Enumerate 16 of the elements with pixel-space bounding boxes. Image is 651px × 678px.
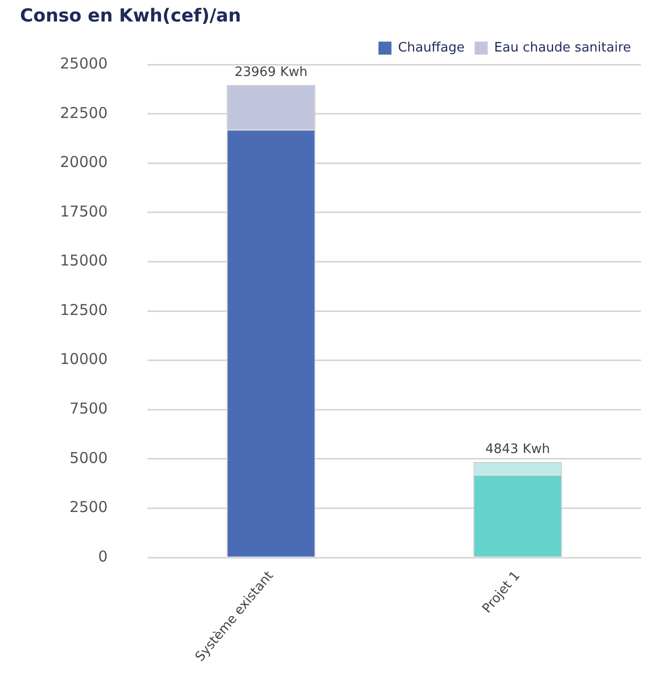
total-label: 4843 Kwh: [485, 442, 550, 457]
y-tick-label: 22500: [60, 104, 108, 122]
y-tick-label: 17500: [60, 202, 108, 220]
legend-label: Chauffage: [398, 40, 465, 56]
y-tick-label: 7500: [70, 400, 108, 418]
y-tick-label: 0: [98, 547, 108, 566]
y-tick-label: 12500: [60, 300, 108, 319]
y-tick-label: 20000: [60, 153, 108, 172]
chart-title: Conso en Kwh(cef)/an: [20, 5, 242, 26]
y-tick-label: 10000: [60, 350, 108, 368]
legend-label: Eau chaude sanitaire: [494, 40, 632, 56]
total-label: 23969 Kwh: [234, 64, 308, 80]
y-tick-label: 5000: [70, 448, 108, 467]
y-tick-label: 15000: [60, 252, 108, 270]
y-tick-label: 25000: [60, 54, 108, 72]
y-tick-label: 2500: [70, 498, 108, 516]
